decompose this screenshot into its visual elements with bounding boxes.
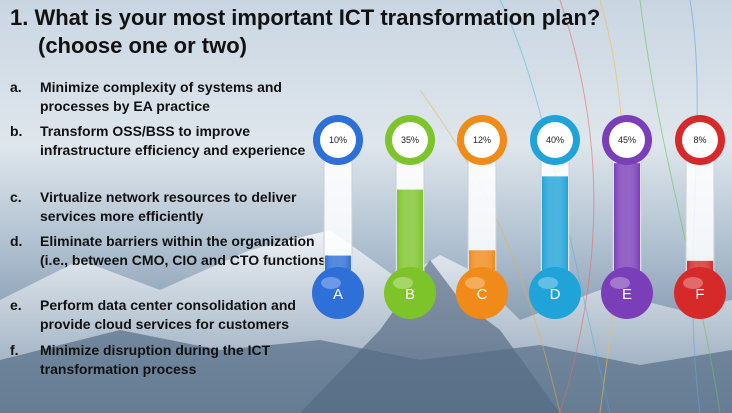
value-ring-inner-a bbox=[320, 122, 356, 158]
option-b-key: b. bbox=[10, 123, 23, 139]
value-ring-inner-f bbox=[682, 122, 718, 158]
category-label-a: A bbox=[333, 286, 343, 303]
bulb-f bbox=[674, 267, 726, 319]
category-label-d: D bbox=[550, 286, 561, 303]
thermometer-a: 10% A bbox=[312, 115, 364, 319]
bulb-highlight-d bbox=[538, 277, 558, 289]
option-e-key: e. bbox=[10, 297, 22, 313]
value-label-c: 12% bbox=[473, 135, 491, 145]
bulb-highlight-b bbox=[393, 277, 413, 289]
thermometer-e: 45% E bbox=[601, 115, 653, 319]
category-label-b: B bbox=[405, 286, 415, 303]
option-a-text: Minimize complexity of systems and proce… bbox=[40, 79, 282, 114]
option-b-text: Transform OSS/BSS to improve infrastruct… bbox=[40, 123, 306, 158]
thermometer-d: 40% D bbox=[529, 115, 581, 319]
bulb-highlight-e bbox=[610, 277, 630, 289]
thermometer-c: 12% C bbox=[456, 115, 508, 319]
option-e-text: Perform data center consolidation and pr… bbox=[40, 297, 296, 332]
question-title: 1. What is your most important ICT trans… bbox=[10, 4, 600, 60]
tube-f bbox=[685, 149, 715, 283]
bulb-highlight-c bbox=[465, 277, 485, 289]
category-label-e: E bbox=[622, 286, 632, 303]
category-label-c: C bbox=[477, 286, 488, 303]
bulb-e bbox=[601, 267, 653, 319]
category-label-f: F bbox=[695, 286, 704, 303]
option-c-text: Virtualize network resources to deliver … bbox=[40, 189, 297, 224]
bulb-highlight-f bbox=[683, 277, 703, 289]
bar-shine-e bbox=[614, 163, 640, 282]
value-ring-inner-e bbox=[609, 122, 645, 158]
value-label-a: 10% bbox=[329, 135, 347, 145]
value-label-b: 35% bbox=[401, 135, 419, 145]
bulb-d bbox=[529, 267, 581, 319]
option-f-key: f. bbox=[10, 342, 19, 358]
bulb-highlight-a bbox=[321, 277, 341, 289]
bulb-a bbox=[312, 267, 364, 319]
bulb-c bbox=[456, 267, 508, 319]
value-ring-inner-d bbox=[537, 122, 573, 158]
value-label-d: 40% bbox=[546, 135, 564, 145]
bar-shine-d bbox=[542, 176, 568, 282]
bar-shine-b bbox=[397, 189, 423, 282]
title-line-1: 1. What is your most important ICT trans… bbox=[10, 5, 601, 30]
option-a-key: a. bbox=[10, 79, 22, 95]
value-ring-inner-b bbox=[392, 122, 428, 158]
value-label-f: 8% bbox=[693, 135, 706, 145]
option-f-text: Minimize disruption during the ICT trans… bbox=[40, 342, 271, 377]
title-line-2: (choose one or two) bbox=[38, 33, 247, 58]
value-ring-inner-c bbox=[464, 122, 500, 158]
thermometer-f: 8% F bbox=[674, 115, 726, 319]
option-d-key: d. bbox=[10, 233, 23, 249]
thermometer-b: 35% B bbox=[384, 115, 436, 319]
option-d-text: Eliminate barriers within the organizati… bbox=[40, 233, 331, 268]
option-c-key: c. bbox=[10, 189, 22, 205]
bulb-b bbox=[384, 267, 436, 319]
value-label-e: 45% bbox=[618, 135, 636, 145]
